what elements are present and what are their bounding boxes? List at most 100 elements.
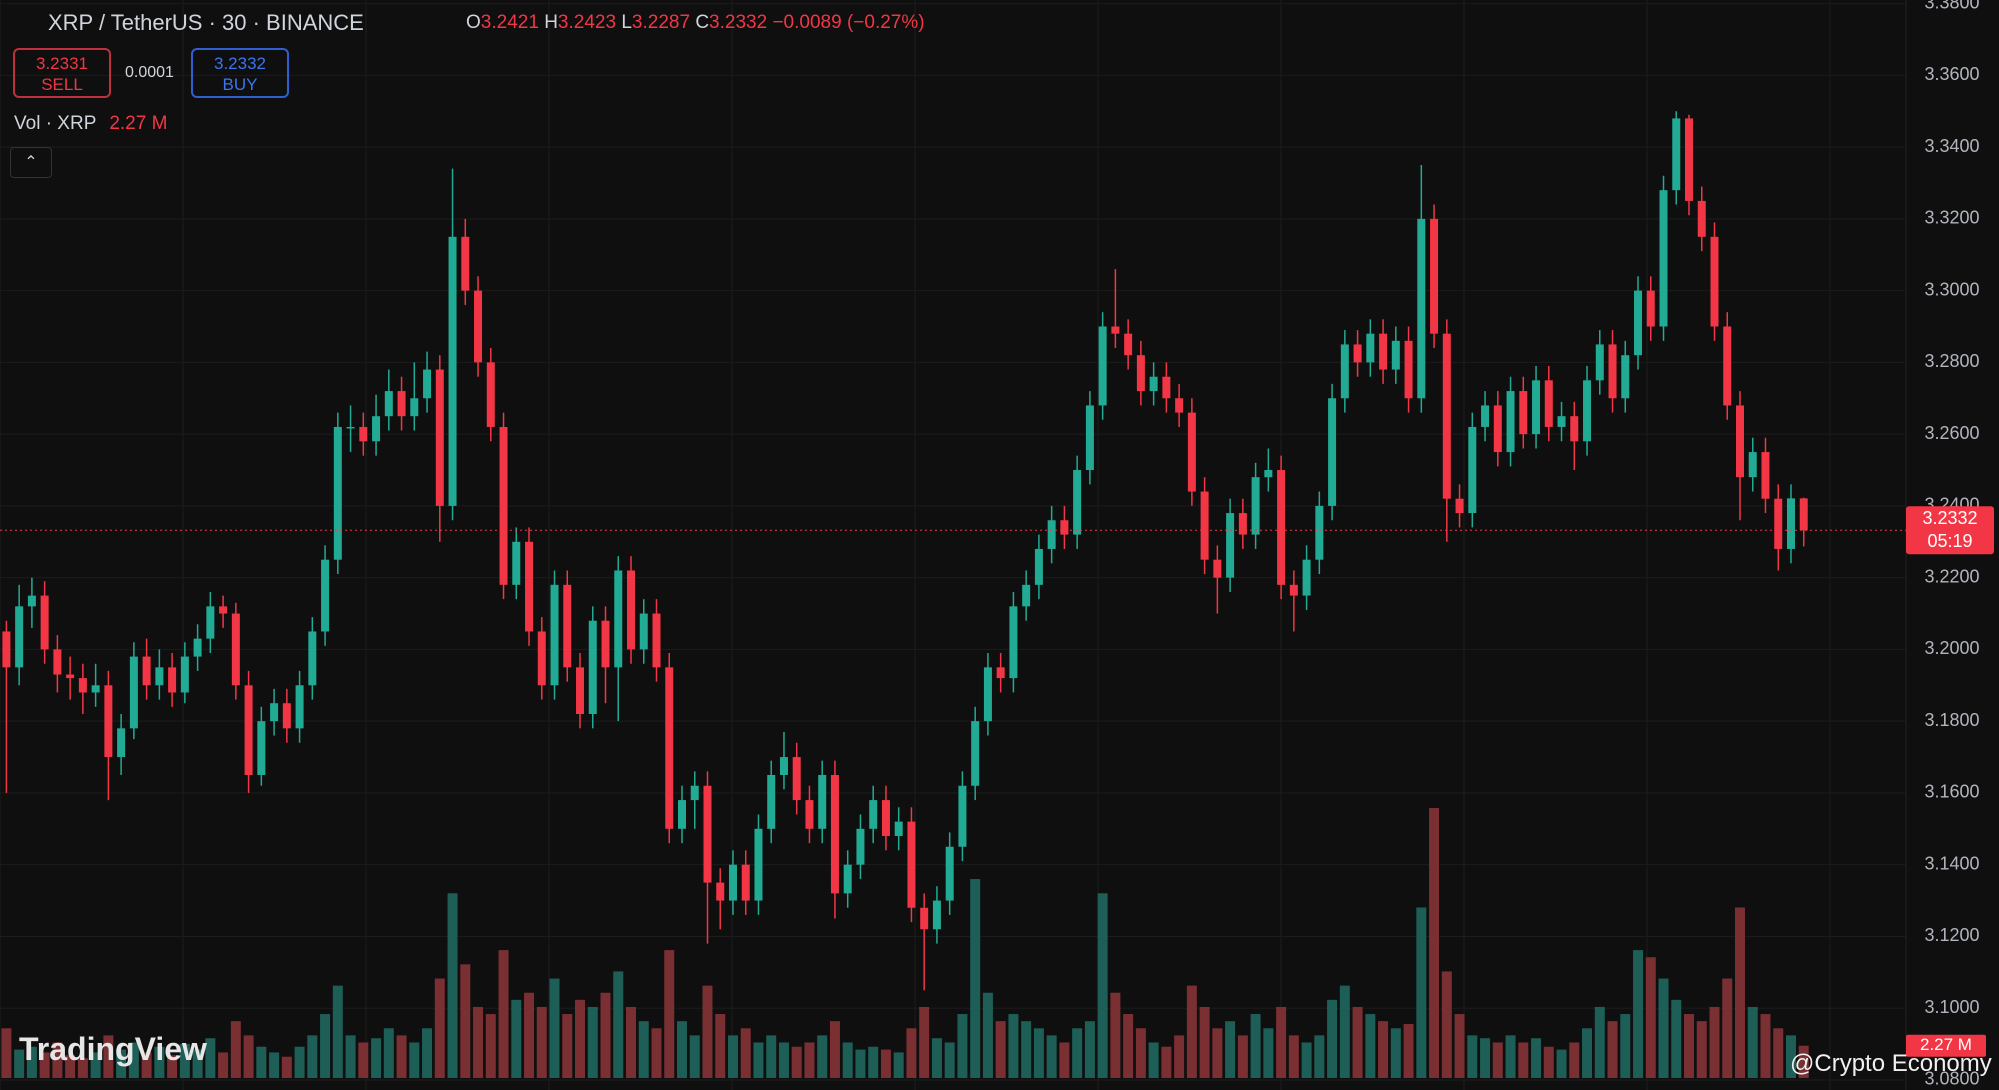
volume-bar (1339, 985, 1350, 1078)
volume-bar (1314, 1035, 1325, 1078)
y-tick-label: 3.1200 (1924, 925, 1979, 945)
change: −0.0089 (772, 12, 842, 33)
candle-body (295, 685, 304, 729)
candle-body (512, 541, 521, 585)
candle-body (537, 631, 546, 686)
sell-label: SELL (41, 75, 83, 94)
candle-body (576, 667, 585, 714)
volume-bar (1594, 1006, 1605, 1078)
collapse-button[interactable]: ⌃ (10, 147, 52, 178)
volume-bar (1773, 1028, 1784, 1078)
candle-body (180, 656, 189, 693)
candle-body (1149, 376, 1158, 392)
candle-body (907, 821, 916, 908)
volume-bar (1110, 992, 1121, 1078)
volume-bar (396, 1035, 407, 1078)
volume-bar (498, 950, 509, 1078)
volume-bar (1441, 971, 1452, 1078)
candle-body (779, 757, 788, 775)
candle-body (1468, 426, 1477, 514)
volume-bar (893, 1052, 904, 1078)
volume-bar (511, 999, 522, 1078)
candle-body (308, 631, 317, 686)
candle-body (78, 678, 87, 693)
volume-bar (1620, 1014, 1631, 1078)
candle-body (27, 595, 36, 607)
volume-bar (1161, 1046, 1172, 1078)
volume-bar (727, 1035, 738, 1078)
volume-bar (1276, 1006, 1287, 1078)
volume-bar (829, 1021, 840, 1078)
volume-bar (1645, 957, 1656, 1078)
volume-bar (817, 1035, 828, 1078)
candle-body (1621, 355, 1630, 399)
candle-body (843, 864, 852, 894)
volume-bar (1671, 999, 1682, 1078)
candle-body (1430, 218, 1439, 334)
volume-bar (1798, 1045, 1809, 1078)
candle-body (53, 649, 62, 675)
volume-bar (332, 985, 343, 1078)
candle-body (639, 613, 648, 650)
ohlc-value: 3.2421 (480, 12, 539, 33)
volume-bar (1390, 1028, 1401, 1078)
candle-body (716, 882, 725, 901)
volume-bar (1059, 1042, 1070, 1078)
candle-body (754, 828, 763, 901)
volume-bar (855, 1049, 866, 1078)
candle-body (333, 426, 342, 560)
volume-bar (205, 1038, 216, 1078)
candle-body (423, 369, 432, 399)
y-tick-label: 3.0800 (1924, 1069, 1979, 1089)
volume-bar (536, 1006, 547, 1078)
volume-bar (562, 1014, 573, 1078)
ohlc-value: 3.2423 (557, 12, 617, 33)
volume-bar (1785, 1035, 1796, 1078)
y-tick-label: 3.1000 (1924, 997, 1979, 1017)
volume-bar (587, 1006, 598, 1078)
volume-bar (307, 1035, 318, 1078)
credit: @Crypto Economy (1790, 1050, 1992, 1077)
volume-bar (1543, 1046, 1554, 1078)
candle-body (971, 721, 980, 786)
candle-body (1506, 391, 1515, 453)
volume-bar (383, 1028, 394, 1078)
buy-button[interactable]: 3.2332 BUY (191, 48, 289, 98)
volume-bar (1084, 1021, 1095, 1078)
volume-bar (868, 1046, 879, 1078)
candle-body (1251, 477, 1260, 535)
volume-bar (676, 1021, 687, 1078)
candle-body (792, 757, 801, 801)
ohlc-value: 3.2332 (709, 12, 768, 33)
candle-body (155, 667, 164, 686)
candle-body (66, 674, 75, 679)
volume-bar (116, 1049, 127, 1078)
volume-bar (141, 1052, 152, 1078)
sell-button[interactable]: 3.2331 SELL (13, 48, 111, 98)
volume-bar (791, 1046, 802, 1078)
candle-body (563, 584, 572, 668)
candle-body (282, 703, 291, 729)
candle-body (677, 800, 686, 829)
candle-body (1583, 380, 1592, 442)
volume-bar (1046, 1035, 1057, 1078)
volume-bar (638, 1021, 649, 1078)
candle-body (1391, 340, 1400, 370)
volume-bar (1072, 1028, 1083, 1078)
volume-bar (1135, 1028, 1146, 1078)
candle-body (206, 606, 215, 639)
volume-bar (1518, 1042, 1529, 1078)
candle-body (856, 828, 865, 865)
candle-body (958, 785, 967, 847)
candle-body (91, 685, 100, 693)
candle-body (818, 774, 827, 829)
candle-body (996, 667, 1005, 679)
volume-bar (1352, 1006, 1363, 1078)
candle-body (1047, 520, 1056, 549)
volume-bar (447, 893, 458, 1078)
candle-body (1264, 470, 1273, 478)
candle-body (665, 667, 674, 829)
volume-bar (460, 964, 471, 1078)
ohlc-key: O (466, 12, 481, 33)
